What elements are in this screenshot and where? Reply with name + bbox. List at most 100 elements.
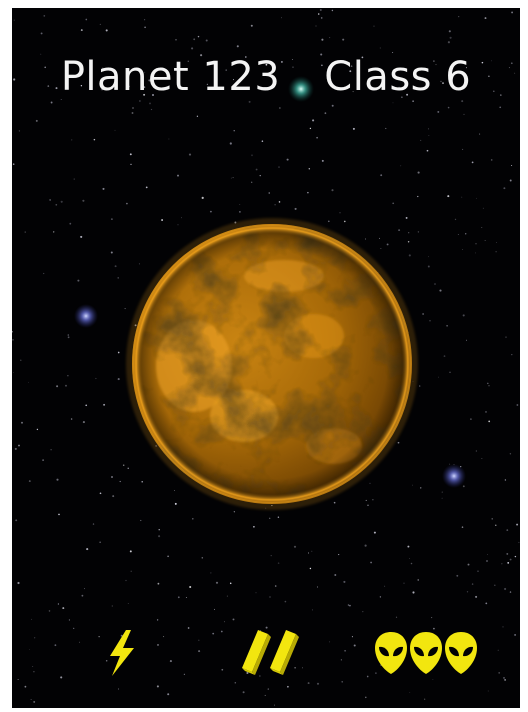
star-dot <box>302 667 303 669</box>
star-dot <box>398 86 400 89</box>
star-dot <box>339 212 341 214</box>
star-dot <box>488 385 490 387</box>
star-dot <box>84 588 85 590</box>
star-dot <box>437 110 440 113</box>
star-dot <box>119 480 121 483</box>
star-dot <box>114 129 116 131</box>
star-dot <box>265 63 268 66</box>
star-dot <box>372 499 374 501</box>
star-dot <box>117 277 119 279</box>
star-dot <box>443 355 446 357</box>
star-dot <box>32 666 34 667</box>
star-dot <box>67 334 70 336</box>
star-dot <box>349 70 352 73</box>
star-dot <box>506 529 509 531</box>
star-dot <box>482 207 484 209</box>
star-dot <box>152 94 154 96</box>
star-dot <box>496 242 497 243</box>
star-dot <box>503 187 506 190</box>
star-dot <box>189 585 192 589</box>
planet-name: Planet 123 <box>60 54 281 100</box>
star-dot <box>24 231 26 233</box>
star-dot <box>158 529 160 531</box>
star-dot <box>274 585 277 587</box>
star-dot <box>86 548 89 551</box>
star-dot <box>277 562 280 564</box>
resource-hud <box>12 620 520 684</box>
star-dot <box>456 574 459 577</box>
star-dot <box>440 80 442 83</box>
star-dot <box>177 596 180 599</box>
star-dot <box>400 165 402 167</box>
fuel-bar-icon <box>270 630 299 675</box>
star-dot <box>232 79 235 81</box>
star-dot <box>47 85 50 87</box>
star-dot <box>427 265 430 268</box>
star-dot <box>110 218 113 221</box>
star-dot <box>70 418 73 420</box>
star-dot <box>370 561 373 564</box>
star-dot <box>198 650 201 653</box>
crew-indicator <box>374 620 478 684</box>
alien-head-icon <box>445 632 477 674</box>
star-dot <box>340 659 342 661</box>
star-dot <box>291 58 293 60</box>
star-dot <box>508 67 510 69</box>
star-dot <box>514 555 517 558</box>
star-dot <box>494 584 496 586</box>
star-dot <box>229 142 232 145</box>
star-dot <box>168 138 170 140</box>
star-dot <box>246 671 249 675</box>
star-dot <box>343 580 346 583</box>
star-dot <box>232 618 235 621</box>
star-dot <box>379 237 380 239</box>
star-dot <box>317 13 320 15</box>
star-dot <box>362 610 364 613</box>
star-dot <box>77 279 80 282</box>
star-dot <box>331 9 334 12</box>
star-dot <box>81 594 84 597</box>
star-dot <box>157 643 159 646</box>
star-dot <box>329 641 331 643</box>
star-dot <box>466 339 467 341</box>
star-dot <box>15 519 18 522</box>
star-dot <box>309 567 312 570</box>
star-dot <box>210 572 212 574</box>
star-dot <box>201 557 204 559</box>
star-dot <box>60 676 63 679</box>
star-dot <box>177 174 179 177</box>
star-dot <box>242 691 245 694</box>
star-dot <box>17 679 19 681</box>
star-dot <box>183 673 186 675</box>
star-dot <box>320 17 323 19</box>
star-dot <box>226 595 228 597</box>
star-dot <box>68 619 70 621</box>
star-dot <box>433 60 435 62</box>
planet[interactable] <box>124 216 420 512</box>
star-dot <box>309 127 312 130</box>
planet-title: Planet 123 Class 6 <box>12 54 520 100</box>
star-dot <box>105 29 108 32</box>
star-dot <box>431 617 433 619</box>
star-dot <box>507 562 510 564</box>
star-dot <box>230 177 232 179</box>
star-dot <box>465 67 467 69</box>
star-dot <box>449 371 451 374</box>
star-dot <box>56 478 59 481</box>
star-dot <box>412 100 414 102</box>
star-dot <box>101 88 103 91</box>
star-dot <box>501 563 503 565</box>
star-dot <box>438 376 439 378</box>
star-dot <box>454 218 457 221</box>
star-dot <box>269 596 271 598</box>
star-dot <box>447 106 450 109</box>
star-dot <box>470 418 472 420</box>
star-dot <box>110 251 113 254</box>
star-dot <box>311 550 313 552</box>
star-dot <box>447 41 450 44</box>
star-dot <box>479 133 481 135</box>
star-dot <box>17 581 20 585</box>
star-dot <box>50 101 53 104</box>
star-dot <box>49 199 51 201</box>
star-dot <box>342 61 345 64</box>
